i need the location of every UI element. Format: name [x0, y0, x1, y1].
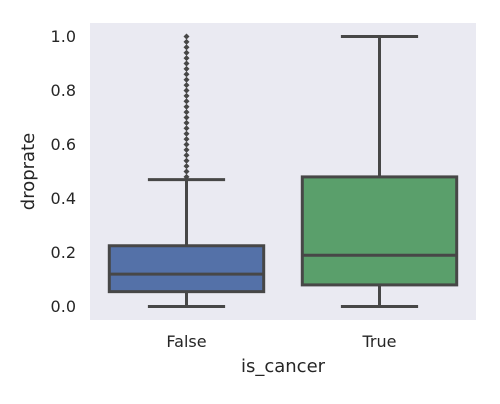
y-tick-label: 1.0: [51, 27, 76, 46]
outlier-point: [183, 49, 190, 56]
y-axis-ticks: 0.0 0.2 0.4 0.6 0.8 1.0: [51, 27, 76, 316]
outlier-point: [183, 157, 190, 164]
outlier-point: [183, 87, 190, 94]
y-tick-label: 0.4: [51, 189, 76, 208]
outlier-point: [183, 125, 190, 132]
outlier-point: [183, 76, 190, 83]
x-axis-ticks: False True: [166, 332, 396, 351]
iqr-box: [107, 244, 266, 294]
x-tick-label: True: [362, 332, 397, 351]
iqr-box: [300, 175, 459, 287]
box-group-true: [300, 35, 459, 308]
outlier-point: [183, 141, 190, 148]
outlier-point: [183, 152, 190, 159]
y-tick-label: 0.8: [51, 81, 76, 100]
outlier-point: [183, 38, 190, 45]
outlier-point: [183, 103, 190, 110]
outlier-point: [183, 60, 190, 67]
outlier-point: [183, 119, 190, 126]
outlier-point: [183, 92, 190, 99]
outlier-point: [183, 55, 190, 62]
outlier-point: [183, 114, 190, 121]
outlier-point: [183, 136, 190, 143]
boxes-layer: [107, 33, 459, 308]
outlier-point: [183, 109, 190, 116]
outlier-point: [183, 44, 190, 51]
y-tick-label: 0.0: [51, 297, 76, 316]
outlier-point: [183, 163, 190, 170]
outlier-point: [183, 98, 190, 105]
outlier-point: [183, 71, 190, 78]
box-group-false: [107, 33, 266, 308]
outlier-point: [183, 168, 190, 175]
outlier-point: [183, 146, 190, 153]
outlier-point: [183, 173, 190, 180]
outlier-point: [183, 82, 190, 89]
y-tick-label: 0.6: [51, 135, 76, 154]
x-tick-label: False: [166, 332, 206, 351]
x-axis-label: is_cancer: [241, 356, 326, 377]
outlier-point: [183, 65, 190, 72]
outlier-point: [183, 33, 190, 40]
outlier-point: [183, 130, 190, 137]
y-axis-label: droprate: [18, 133, 39, 210]
y-tick-label: 0.2: [51, 243, 76, 262]
